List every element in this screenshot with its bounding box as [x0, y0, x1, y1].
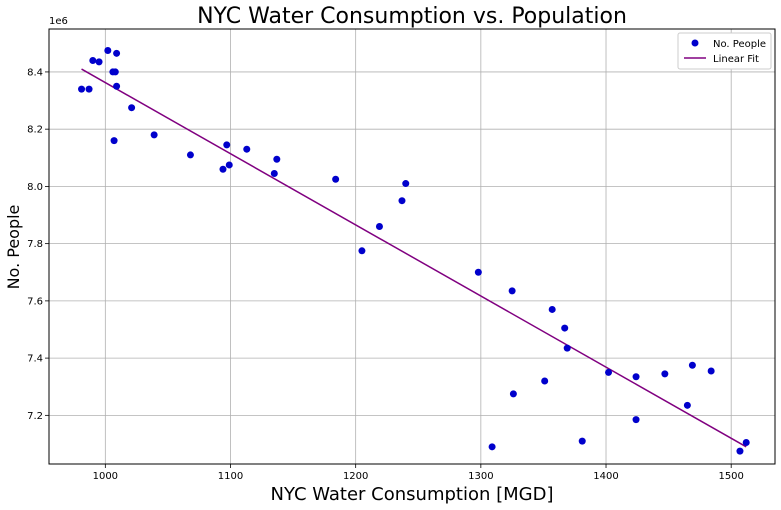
- data-point: [661, 370, 669, 378]
- linear-fit-line: [81, 68, 747, 448]
- data-point: [508, 287, 516, 295]
- y-tick-label: 7.2: [27, 411, 43, 422]
- data-point: [78, 85, 86, 93]
- data-point: [273, 155, 281, 163]
- data-point: [688, 361, 696, 369]
- y-axis-label: No. People: [4, 205, 23, 290]
- data-point: [89, 56, 97, 64]
- data-point: [225, 161, 233, 169]
- grid-lines: [49, 29, 775, 464]
- y-tick-label: 8.2: [27, 125, 43, 136]
- data-points: [78, 46, 750, 455]
- data-point: [110, 137, 118, 145]
- x-tick-label: 1500: [718, 471, 743, 482]
- legend-box: [677, 32, 772, 70]
- fit-line-layer: [81, 68, 747, 448]
- data-point: [113, 49, 121, 57]
- legend: No. People Linear Fit: [677, 32, 772, 70]
- y-tick-label: 8.0: [27, 182, 43, 193]
- data-point: [150, 131, 158, 139]
- data-point: [186, 151, 194, 159]
- data-point: [736, 447, 744, 455]
- data-point: [563, 344, 571, 352]
- y-tick-label: 7.8: [27, 239, 43, 250]
- y-axis-ticks: 7.2 7.4 7.6 7.8 8.0 8.2 8.4: [27, 67, 49, 422]
- data-point: [548, 305, 556, 313]
- data-point: [561, 324, 569, 332]
- x-tick-label: 1100: [218, 471, 243, 482]
- data-point: [707, 367, 715, 375]
- data-point: [683, 401, 691, 409]
- x-tick-label: 1400: [593, 471, 618, 482]
- plot-frame: [48, 28, 776, 465]
- x-axis-ticks: 1000 1100 1200 1300 1400 1500: [93, 464, 744, 482]
- chart-title: NYC Water Consumption vs. Population: [197, 4, 627, 29]
- data-point: [128, 104, 136, 112]
- y-axis-offset-label: 1e6: [49, 16, 68, 27]
- legend-label-scatter: No. People: [713, 39, 766, 50]
- data-point: [578, 437, 586, 445]
- x-tick-label: 1200: [343, 471, 368, 482]
- data-point: [632, 373, 640, 381]
- data-point: [742, 439, 750, 447]
- data-point: [104, 46, 112, 54]
- y-tick-label: 8.4: [27, 67, 43, 78]
- data-point: [358, 247, 366, 255]
- y-tick-label: 7.6: [27, 296, 43, 307]
- x-tick-label: 1300: [468, 471, 493, 482]
- x-axis-label: NYC Water Consumption [MGD]: [270, 484, 553, 505]
- y-tick-label: 7.4: [27, 354, 43, 365]
- legend-label-line: Linear Fit: [713, 54, 759, 65]
- data-point: [605, 368, 613, 376]
- data-point: [474, 268, 482, 276]
- data-point: [85, 85, 93, 93]
- data-point: [632, 416, 640, 424]
- data-point: [243, 145, 251, 153]
- data-point: [488, 443, 496, 451]
- data-point: [402, 180, 410, 188]
- x-tick-label: 1000: [93, 471, 118, 482]
- data-point: [398, 197, 406, 205]
- data-point: [509, 390, 517, 398]
- data-point: [111, 68, 119, 76]
- data-point: [332, 175, 340, 183]
- data-point: [223, 141, 231, 149]
- data-point: [95, 58, 103, 66]
- data-point: [113, 82, 121, 90]
- legend-marker-scatter: [691, 39, 699, 47]
- data-point: [375, 222, 383, 230]
- data-point: [219, 165, 227, 173]
- data-point: [270, 170, 278, 178]
- data-point: [541, 377, 549, 385]
